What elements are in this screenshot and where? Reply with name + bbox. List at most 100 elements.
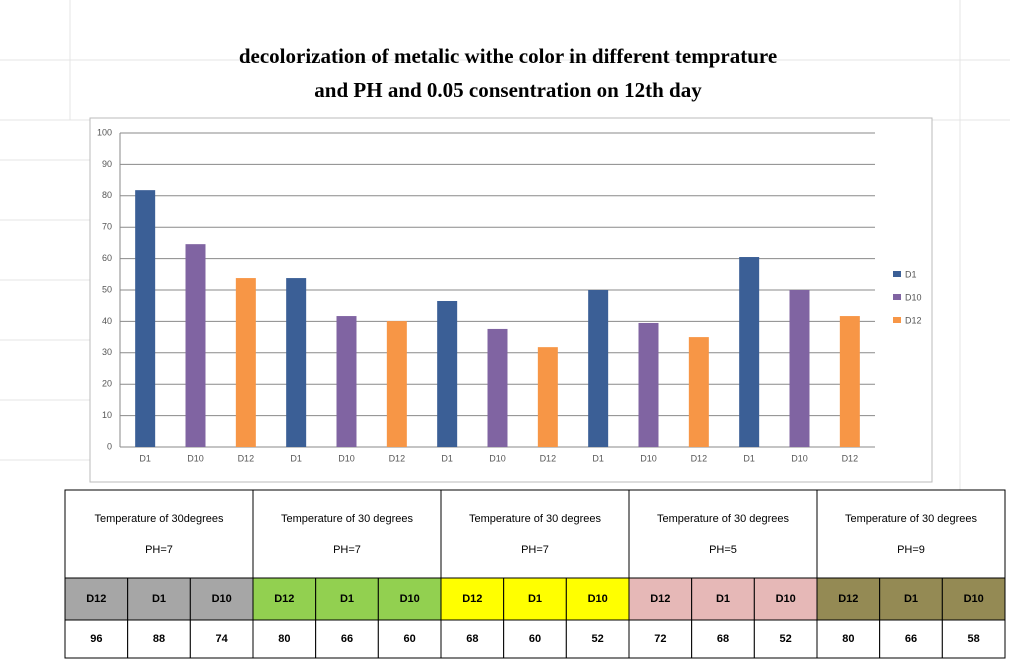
y-tick-label: 80 <box>102 190 112 200</box>
header-cell <box>816 489 1006 579</box>
value-cell <box>440 619 505 659</box>
bar <box>588 290 609 447</box>
x-tick-label: D10 <box>338 453 355 463</box>
value: 72 <box>654 633 666 645</box>
value-cell <box>941 619 1006 659</box>
value: 52 <box>780 633 792 645</box>
subheader-cell <box>753 577 818 621</box>
subheader: D12 <box>650 593 670 605</box>
bar <box>739 257 760 447</box>
bar <box>386 321 407 447</box>
value: 96 <box>90 633 102 645</box>
subheader-cell <box>315 577 379 621</box>
y-tick-label: 0 <box>107 441 112 451</box>
header-title: Temperature of 30 degrees <box>281 513 414 525</box>
value: 66 <box>341 633 353 645</box>
header-ph: PH=7 <box>333 544 361 556</box>
bar <box>487 328 508 447</box>
value-cell <box>127 619 191 659</box>
value: 60 <box>404 633 416 645</box>
x-tick-label: D12 <box>238 453 255 463</box>
value: 74 <box>216 633 229 645</box>
value-cell <box>879 619 943 659</box>
subheader: D10 <box>400 593 420 605</box>
y-tick-label: 60 <box>102 253 112 263</box>
subheader: D12 <box>274 593 294 605</box>
header-ph: PH=7 <box>521 544 549 556</box>
value: 52 <box>592 633 604 645</box>
header-title: Temperature of 30 degrees <box>469 513 602 525</box>
subheader: D10 <box>588 593 608 605</box>
legend-label: D10 <box>905 292 922 302</box>
value: 66 <box>905 633 917 645</box>
value: 68 <box>466 633 478 645</box>
subheader: D12 <box>838 593 858 605</box>
value: 80 <box>842 633 854 645</box>
y-tick-label: 100 <box>97 127 112 137</box>
x-tick-label: D10 <box>791 453 808 463</box>
x-tick-label: D1 <box>441 453 453 463</box>
subheader: D1 <box>528 593 542 605</box>
bar <box>135 190 156 447</box>
header-cell <box>64 489 254 579</box>
value: 60 <box>529 633 541 645</box>
chart-title: decolorization of metalic withe color in… <box>239 44 777 68</box>
value-cell <box>377 619 442 659</box>
legend-swatch <box>893 294 901 300</box>
x-tick-label: D1 <box>592 453 604 463</box>
subheader: D1 <box>340 593 354 605</box>
value: 88 <box>153 633 165 645</box>
subheader: D1 <box>716 593 730 605</box>
header-ph: PH=9 <box>897 544 925 556</box>
header-title: Temperature of 30degrees <box>94 513 224 525</box>
subheader: D12 <box>462 593 482 605</box>
header-title: Temperature of 30 degrees <box>845 513 978 525</box>
y-tick-label: 40 <box>102 316 112 326</box>
subheader-cell <box>127 577 191 621</box>
subheader: D12 <box>86 593 106 605</box>
header-cell <box>252 489 442 579</box>
value-cell <box>691 619 755 659</box>
y-tick-label: 50 <box>102 284 112 294</box>
value: 80 <box>278 633 290 645</box>
value-cell <box>753 619 818 659</box>
header-ph: PH=7 <box>145 544 173 556</box>
y-tick-label: 70 <box>102 222 112 232</box>
subheader-cell <box>503 577 567 621</box>
bar <box>638 322 659 447</box>
x-tick-label: D10 <box>489 453 506 463</box>
chart-title: and PH and 0.05 consentration on 12th da… <box>314 78 702 102</box>
bar <box>185 244 206 447</box>
header-ph: PH=5 <box>709 544 737 556</box>
bar <box>437 300 458 447</box>
x-tick-label: D12 <box>540 453 557 463</box>
value: 68 <box>717 633 729 645</box>
x-tick-label: D10 <box>640 453 657 463</box>
value-cell <box>64 619 129 659</box>
legend-label: D12 <box>905 315 922 325</box>
value: 58 <box>968 633 980 645</box>
x-tick-label: D10 <box>187 453 204 463</box>
value-cell <box>816 619 881 659</box>
bar <box>286 278 307 447</box>
subheader-cell <box>252 577 317 621</box>
x-tick-label: D12 <box>691 453 708 463</box>
subheader-cell <box>189 577 254 621</box>
y-tick-label: 30 <box>102 347 112 357</box>
x-tick-label: D1 <box>290 453 302 463</box>
y-tick-label: 90 <box>102 159 112 169</box>
bar <box>235 278 256 447</box>
legend-label: D1 <box>905 269 917 279</box>
subheader-cell <box>440 577 505 621</box>
x-tick-label: D12 <box>842 453 859 463</box>
bar <box>688 337 709 447</box>
bar <box>336 316 357 447</box>
x-tick-label: D12 <box>389 453 406 463</box>
bar <box>839 316 860 447</box>
header-cell <box>440 489 630 579</box>
subheader-cell <box>691 577 755 621</box>
subheader: D10 <box>212 593 232 605</box>
subheader-cell <box>565 577 630 621</box>
subheader-cell <box>941 577 1006 621</box>
